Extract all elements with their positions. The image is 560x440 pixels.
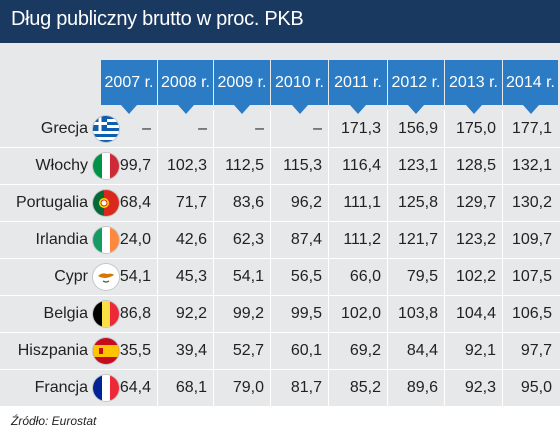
table-cell: 130,2	[511, 194, 552, 211]
table-cell: 177,1	[511, 120, 552, 137]
row-divider	[0, 221, 560, 222]
country-label: Hiszpania	[17, 342, 88, 359]
row-divider	[0, 184, 560, 185]
table-cell: 60,1	[290, 342, 322, 359]
table-cell: 128,5	[455, 157, 496, 174]
table-cell: 92,3	[464, 379, 496, 396]
table-cell: 45,3	[175, 268, 207, 285]
table-cell: –	[142, 120, 151, 137]
table-cell: 79,5	[406, 268, 438, 285]
table-cell: 92,2	[175, 305, 207, 322]
table-cell: 116,4	[342, 157, 381, 174]
table-cell: 102,2	[455, 268, 496, 285]
table-cell: –	[313, 120, 322, 137]
table-cell: 95,0	[520, 379, 552, 396]
table-cell: 156,9	[397, 120, 438, 137]
table-cell: 42,6	[175, 231, 207, 248]
row-divider	[0, 258, 560, 259]
flag-spain-icon	[93, 338, 119, 364]
table-cell: 99,2	[232, 305, 264, 322]
flag-italy-icon	[93, 153, 119, 179]
table-cell: 39,4	[175, 342, 207, 359]
column-header-2: 2009 r.	[214, 60, 270, 114]
table-cell: 99,5	[290, 305, 322, 322]
country-label: Francja	[34, 379, 88, 396]
table-cell: –	[198, 120, 207, 137]
table-cell: 103,8	[397, 305, 438, 322]
table-cell: 87,4	[290, 231, 322, 248]
table-cell: 54,1	[119, 268, 151, 285]
country-label: Grecja	[40, 120, 88, 137]
column-header-7: 2014 r.	[503, 60, 558, 114]
table-cell: –	[255, 120, 264, 137]
table-cell: 69,2	[349, 342, 381, 359]
table-cell: 79,0	[232, 379, 264, 396]
table-cell: 83,6	[232, 194, 264, 211]
table-cell: 123,1	[397, 157, 438, 174]
table-cell: 129,7	[455, 194, 496, 211]
table-cell: 125,8	[397, 194, 438, 211]
table-cell: 171,3	[340, 120, 381, 137]
table-cell: 106,5	[511, 305, 552, 322]
chart-title: Dług publiczny brutto w proc. PKB	[11, 8, 304, 30]
title-bar: Dług publiczny brutto w proc. PKB	[0, 0, 560, 43]
table-cell: 68,4	[119, 194, 151, 211]
row-divider	[0, 295, 560, 296]
table-cell: 56,5	[290, 268, 322, 285]
table-cell: 112,5	[225, 157, 264, 174]
table-cell: 123,2	[455, 231, 496, 248]
column-header-6: 2013 r.	[445, 60, 502, 114]
flag-portugal-icon	[93, 190, 119, 216]
table-cell: 86,8	[119, 305, 151, 322]
source-note: Źródło: Eurostat	[11, 414, 97, 428]
table-cell: 132,1	[511, 157, 552, 174]
table-cell: 35,5	[119, 342, 151, 359]
table-cell: 175,0	[455, 120, 496, 137]
column-header-5: 2012 r.	[388, 60, 444, 114]
table-cell: 64,4	[119, 379, 151, 396]
table-cell: 97,7	[520, 342, 552, 359]
column-header-0: 2007 r.	[101, 60, 157, 114]
table-cell: 115,3	[283, 157, 322, 174]
country-label: Belgia	[43, 305, 88, 322]
table-cell: 81,7	[290, 379, 322, 396]
row-divider	[0, 369, 560, 370]
table-cell: 121,7	[397, 231, 438, 248]
column-header-4: 2011 r.	[329, 60, 387, 114]
table-cell: 92,1	[464, 342, 496, 359]
table-cell: 66,0	[349, 268, 381, 285]
country-label: Portugalia	[15, 194, 88, 211]
table-cell: 96,2	[290, 194, 322, 211]
country-label: Cypr	[54, 268, 88, 285]
table-cell: 89,6	[406, 379, 438, 396]
table-cell: 111,2	[343, 231, 381, 248]
table-cell: 71,7	[175, 194, 207, 211]
flag-cyprus-icon	[93, 264, 119, 290]
table-cell: 85,2	[349, 379, 381, 396]
table-cell: 102,0	[340, 305, 381, 322]
table-cell: 62,3	[232, 231, 264, 248]
flag-ireland-icon	[93, 227, 119, 253]
table-cell: 111,1	[343, 194, 381, 211]
table-cell: 102,3	[166, 157, 207, 174]
table-cell: 54,1	[232, 268, 264, 285]
flag-greece-icon	[93, 116, 119, 142]
column-header-3: 2010 r.	[271, 60, 328, 114]
table-cell: 109,7	[511, 231, 552, 248]
flag-belgium-icon	[93, 301, 119, 327]
row-divider	[0, 332, 560, 333]
table-cell: 99,7	[119, 157, 151, 174]
table-cell: 107,5	[511, 268, 552, 285]
table-cell: 24,0	[119, 231, 151, 248]
row-divider	[0, 147, 560, 148]
flag-france-icon	[93, 375, 119, 401]
table-cell: 104,4	[455, 305, 496, 322]
column-header-1: 2008 r.	[158, 60, 213, 114]
country-label: Irlandia	[35, 231, 88, 248]
table-cell: 52,7	[232, 342, 264, 359]
table-cell: 84,4	[406, 342, 438, 359]
country-label: Włochy	[35, 157, 88, 174]
table-cell: 68,1	[175, 379, 207, 396]
